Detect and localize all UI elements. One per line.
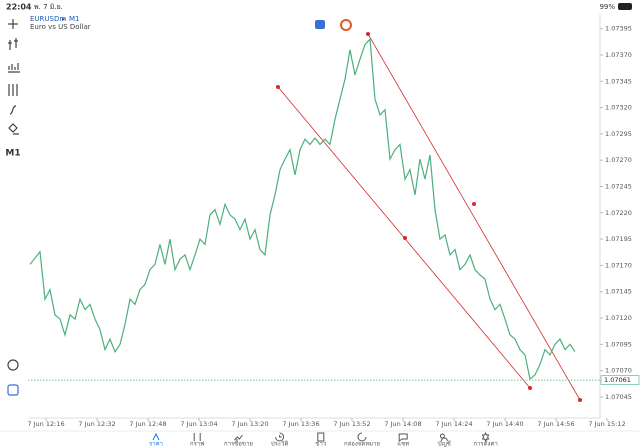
x-tick-label: 7 Jun 12:16 bbox=[27, 420, 64, 428]
nav-item[interactable]: กล่องจดหมาย bbox=[344, 432, 380, 447]
trend-point[interactable] bbox=[528, 385, 533, 390]
nav-icon bbox=[193, 433, 201, 441]
battery-icon bbox=[618, 3, 632, 10]
symbol[interactable]: EURUSDm bbox=[30, 15, 66, 23]
nav-item[interactable]: ราคา bbox=[149, 432, 163, 447]
nav-icon bbox=[152, 432, 160, 441]
nav-label: ข่าว bbox=[315, 441, 326, 447]
y-tick-label: 1.07245 bbox=[605, 183, 632, 191]
y-tick-label: 1.07345 bbox=[605, 77, 632, 85]
nav-label: บัญชี bbox=[438, 440, 451, 447]
y-tick-label: 1.07120 bbox=[605, 314, 632, 322]
trend-point[interactable] bbox=[275, 85, 280, 90]
y-tick-label: 1.07045 bbox=[605, 393, 632, 401]
chart-type-tool[interactable] bbox=[8, 38, 18, 50]
crosshair-tool[interactable] bbox=[8, 19, 18, 29]
trade-tool[interactable] bbox=[7, 384, 19, 396]
nav-item[interactable]: การซื้อขาย bbox=[224, 434, 253, 447]
nav-icon bbox=[357, 432, 367, 442]
description: Euro vs US Dollar bbox=[30, 23, 91, 31]
trade-button[interactable] bbox=[315, 20, 325, 29]
nav-label: การตั้งค่า bbox=[473, 438, 497, 447]
current-price-box bbox=[600, 375, 640, 385]
nav-icon bbox=[481, 431, 490, 443]
timeframe[interactable]: M1 bbox=[69, 15, 80, 23]
indicator-tool[interactable] bbox=[8, 63, 20, 73]
objects-tool[interactable] bbox=[8, 123, 19, 135]
nav-icon bbox=[439, 433, 448, 442]
nav-icon bbox=[275, 432, 285, 442]
y-tick-label: 1.07070 bbox=[605, 367, 632, 375]
status-date: พ. 7 มิ.ย. bbox=[34, 3, 63, 11]
y-tick-label: 1.07270 bbox=[605, 156, 632, 164]
x-tick-label: 7 Jun 14:56 bbox=[537, 420, 574, 428]
nav-icon bbox=[317, 432, 325, 442]
nav-label: ราคา bbox=[149, 441, 163, 447]
price-line bbox=[29, 37, 576, 381]
nav-label: กราฟ bbox=[190, 441, 204, 447]
x-tick-label: 7 Jun 14:40 bbox=[486, 420, 523, 428]
trend-point[interactable] bbox=[402, 235, 407, 240]
nav-item[interactable]: ประวัติ bbox=[271, 432, 289, 447]
y-tick-label: 1.07295 bbox=[605, 130, 632, 138]
y-tick-label: 1.07395 bbox=[605, 25, 632, 33]
trend-point[interactable] bbox=[471, 201, 476, 206]
nav-item[interactable]: แชท bbox=[397, 433, 409, 447]
nav-item[interactable]: ข่าว bbox=[315, 432, 326, 447]
y-tick-label: 1.07320 bbox=[605, 104, 632, 112]
x-tick-label: 7 Jun 13:20 bbox=[231, 420, 268, 428]
trend-point[interactable] bbox=[578, 397, 583, 402]
nav-label: ประวัติ bbox=[271, 441, 289, 447]
x-tick-label: 7 Jun 14:08 bbox=[384, 420, 421, 428]
battery-text: 99% bbox=[599, 3, 615, 11]
y-tick-label: 1.07220 bbox=[605, 209, 632, 217]
x-tick-label: 7 Jun 13:36 bbox=[282, 420, 319, 428]
nav-label: แชท bbox=[397, 441, 409, 447]
function-tool[interactable] bbox=[9, 105, 17, 115]
current-price-label: 1.07061 bbox=[604, 376, 631, 384]
timeframe-button[interactable]: M1 bbox=[5, 149, 20, 159]
nav-item[interactable]: การตั้งค่า bbox=[473, 431, 498, 447]
settings-tool[interactable] bbox=[8, 84, 18, 96]
nav-label: การซื้อขาย bbox=[224, 438, 253, 447]
status-time: 22:04 bbox=[6, 3, 32, 12]
x-tick-label: 7 Jun 15:12 bbox=[588, 420, 625, 428]
one-click-button[interactable] bbox=[340, 19, 352, 31]
x-tick-label: 7 Jun 14:24 bbox=[435, 420, 472, 428]
nav-label: กล่องจดหมาย bbox=[344, 441, 380, 447]
y-tick-label: 1.07170 bbox=[605, 261, 632, 269]
trend-point[interactable] bbox=[365, 32, 370, 37]
x-tick-label: 7 Jun 13:04 bbox=[180, 420, 217, 428]
y-tick-label: 1.07095 bbox=[605, 340, 632, 348]
x-tick-label: 7 Jun 12:32 bbox=[78, 420, 115, 428]
nav-item[interactable]: กราฟ bbox=[190, 433, 204, 447]
zoom-tool[interactable] bbox=[7, 359, 19, 371]
nav-icon bbox=[234, 434, 243, 441]
y-tick-label: 1.07195 bbox=[605, 235, 632, 243]
y-tick-label: 1.07370 bbox=[605, 51, 632, 59]
nav-item[interactable]: บัญชี bbox=[438, 433, 451, 447]
nav-icon bbox=[398, 433, 408, 442]
x-tick-label: 7 Jun 13:52 bbox=[333, 420, 370, 428]
symbol-arrow: ▸ bbox=[62, 15, 66, 23]
x-tick-label: 7 Jun 12:48 bbox=[129, 420, 166, 428]
y-tick-label: 1.07145 bbox=[605, 288, 632, 296]
trend-line[interactable] bbox=[367, 33, 581, 401]
